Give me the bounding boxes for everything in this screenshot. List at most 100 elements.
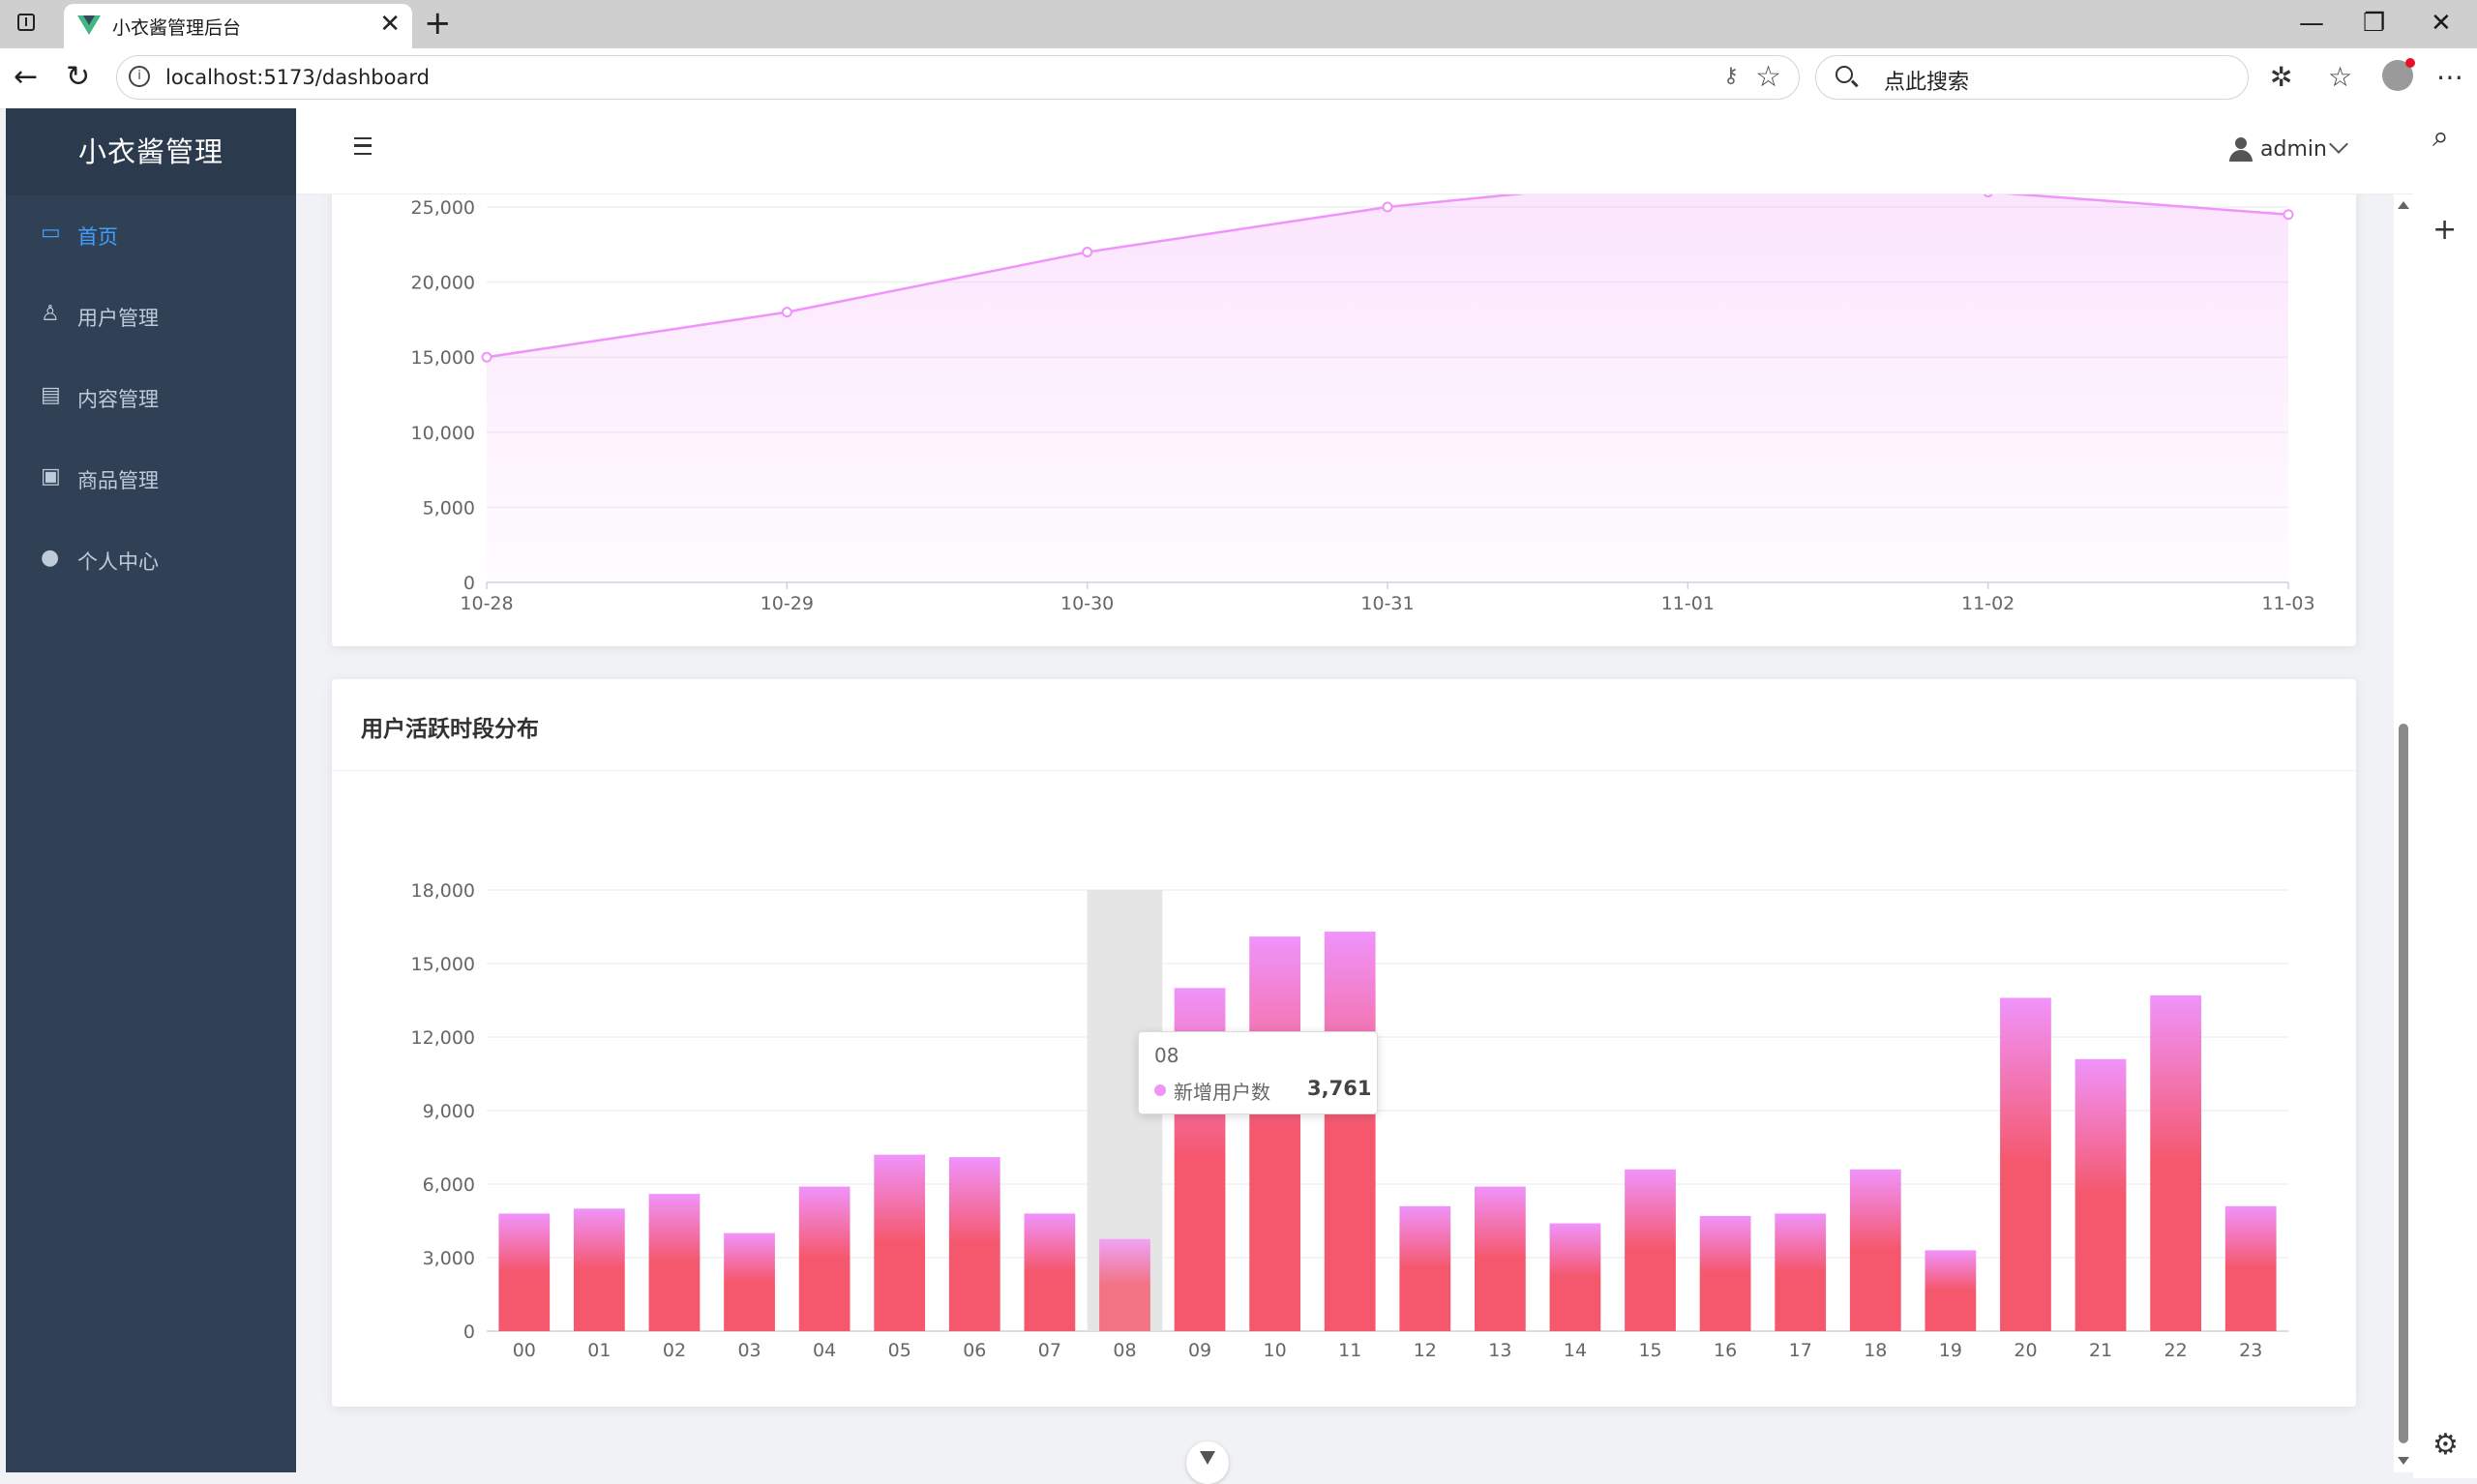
y-tick-label: 15,000 [411,347,475,369]
y-tick-label: 9,000 [423,1101,475,1122]
bar [1925,1250,1977,1331]
side-settings-icon[interactable]: ⚙ [2432,1428,2459,1462]
close-window-button[interactable]: ✕ [2431,9,2452,38]
y-tick-label: 18,000 [411,880,475,902]
bar [2074,1058,2127,1331]
tooltip-series-dot [1154,1084,1166,1096]
more-menu-icon[interactable]: ⋯ [2436,61,2463,93]
y-tick-label: 0 [463,1321,475,1343]
bar [1249,936,1301,1331]
bar [648,1194,701,1331]
browser-search-field[interactable]: 点此搜索 [1815,55,2249,100]
brand-title: 小衣酱管理 [77,135,224,168]
minimize-button[interactable]: — [2299,9,2324,38]
address-bar: ← ↻ i localhost:5173/dashboard ⚷ ☆ 点此搜索 … [0,48,2477,109]
y-tick-label: 5,000 [423,497,475,519]
hamburger-menu-icon[interactable] [354,137,372,155]
username[interactable]: admin [2260,137,2327,162]
tooltip-category: 08 [1154,1044,1179,1067]
app-header: admin [296,108,2413,194]
shopping-bag-icon: ▣ [41,464,61,489]
x-tick-label: 19 [1939,1340,1962,1361]
data-point [781,307,792,318]
x-tick-label: 10-30 [1060,593,1114,614]
tooltip-value: 3,761 [1307,1077,1372,1100]
vue-devtools-icon[interactable] [1186,1441,1229,1484]
bar [2150,994,2202,1331]
x-tick-label: 23 [2239,1340,2262,1361]
scroll-thumb[interactable] [2399,724,2408,1443]
monitor-icon: ▭ [41,221,61,245]
bar [1699,1215,1751,1331]
reload-icon[interactable]: ↻ [66,60,91,94]
bar [874,1154,926,1331]
tab-actions-icon[interactable] [17,14,35,31]
x-tick-label: 12 [1414,1340,1437,1361]
sidebar-item-products[interactable]: ▣ 商品管理 [6,451,296,509]
sidebar-item-label: 个人中心 [77,550,159,574]
extensions-icon[interactable]: ✲ [2270,61,2293,93]
sidebar-item-label: 首页 [77,225,118,249]
x-tick-label: 10-28 [460,593,513,614]
x-tick-label: 17 [1789,1340,1812,1361]
bar [948,1157,1000,1331]
x-tick-label: 11-02 [1961,593,2014,614]
x-tick-label: 10-31 [1360,593,1414,614]
bar [2224,1205,2277,1331]
side-add-icon[interactable]: + [2432,213,2458,247]
favorite-star-icon[interactable]: ☆ [1755,60,1781,94]
y-tick-label: 0 [463,573,475,594]
y-tick-label: 12,000 [411,1027,475,1049]
key-icon[interactable]: ⚷ [1722,64,1739,88]
x-tick-label: 11-03 [2261,593,2314,614]
browser-tab[interactable]: 小衣酱管理后台 ✕ [64,4,412,48]
sidebar-item-label: 用户管理 [77,307,159,330]
sidebar-item-label: 商品管理 [77,469,159,492]
url-text[interactable]: localhost:5173/dashboard [165,66,430,89]
bar [1474,1186,1526,1331]
new-tab-button[interactable]: + [424,4,452,43]
data-point [481,351,492,363]
x-tick-label: 00 [513,1340,536,1361]
chart-tooltip: 08 新增用户数 3,761 [1138,1031,1378,1114]
chevron-down-icon[interactable] [2329,134,2348,154]
tab-title: 小衣酱管理后台 [112,17,242,39]
tooltip-series-name: 新增用户数 [1174,1081,1270,1104]
favorites-icon[interactable]: ☆ [2328,61,2353,93]
bar [1399,1205,1451,1331]
url-field[interactable]: i localhost:5173/dashboard ⚷ ☆ [116,55,1800,100]
data-point [1082,247,1093,258]
x-tick-label: 18 [1864,1340,1887,1361]
bar [1625,1169,1676,1331]
bar [1549,1223,1601,1331]
x-tick-label: 11 [1338,1340,1361,1361]
y-tick-label: 3,000 [423,1248,475,1269]
trend-chart-card: 0 5,000 10,000 15,000 20,000 25,000 10-28 10-29… [332,193,2356,646]
page-scrollbar[interactable] [2394,193,2413,1472]
y-tick-label: 6,000 [423,1174,475,1196]
x-tick-label: 05 [888,1340,911,1361]
bar [724,1232,775,1331]
x-tick-label: 21 [2089,1340,2112,1361]
x-tick-label: 16 [1714,1340,1737,1361]
search-placeholder[interactable]: 点此搜索 [1884,71,1970,95]
restore-button[interactable]: ❐ [2363,9,2386,38]
bar [498,1213,551,1331]
x-tick-label: 20 [2014,1340,2037,1361]
scroll-down-arrow[interactable] [2398,1457,2409,1465]
scroll-up-arrow[interactable] [2398,201,2409,209]
active-hours-bar-chart: 0 3,000 6,000 9,000 12,000 15,000 18,000 00 01 02… [411,880,2288,1361]
x-tick-label: 08 [1113,1340,1136,1361]
back-arrow-icon[interactable]: ← [14,60,39,94]
person-icon: ● [41,546,60,570]
tab-close-icon[interactable]: ✕ [379,10,401,39]
user-avatar-icon[interactable] [2229,137,2253,163]
x-tick-label: 11-01 [1661,593,1715,614]
sidebar-item-home[interactable]: ▭ 首页 [6,207,296,265]
sidebar-item-users[interactable]: ♙ 用户管理 [6,288,296,346]
side-search-icon[interactable]: ⌕ [2432,120,2449,154]
sidebar-item-content[interactable]: ▤ 内容管理 [6,370,296,428]
site-info-icon[interactable]: i [129,66,150,87]
sidebar-item-profile[interactable]: ● 个人中心 [6,532,296,590]
area-fill [487,193,2288,582]
